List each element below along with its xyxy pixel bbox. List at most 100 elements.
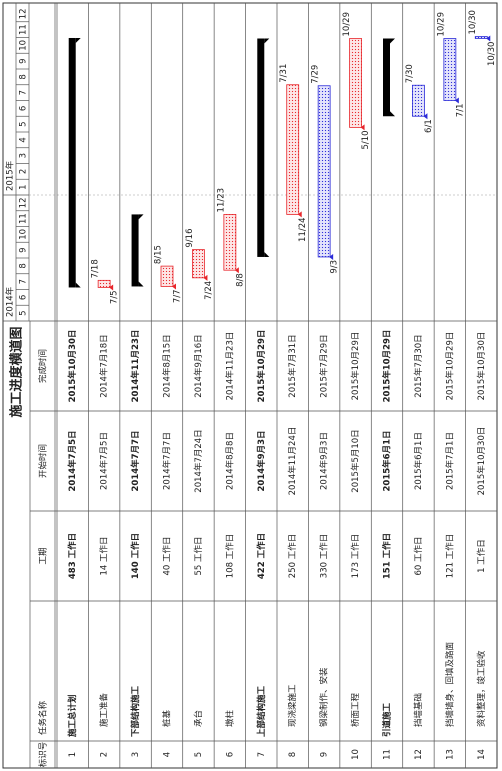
task-bar — [317, 85, 331, 258]
month-label: 1 — [19, 184, 29, 189]
duration: 250 工作日 — [287, 534, 298, 578]
start-date: 2014年11月24日 — [287, 427, 298, 496]
task-name: 资料整理，竣工验收 — [476, 650, 487, 727]
summary-end — [390, 111, 395, 117]
start-date: 2014年7月7日 — [130, 431, 141, 492]
year-label: 2014年 — [5, 286, 16, 317]
row-id: 4 — [163, 752, 173, 757]
finish-label: 11/23 — [216, 188, 226, 213]
year-label: 2015年 — [5, 160, 16, 191]
month-label: 9 — [19, 247, 29, 252]
month-label: 5 — [19, 121, 29, 126]
finish-label: 10/29 — [436, 12, 446, 37]
finish-label: 7/31 — [279, 64, 289, 83]
month-label: 3 — [19, 153, 29, 158]
task-name: 墩柱 — [224, 709, 235, 727]
summary-end — [264, 251, 270, 257]
task-bar — [443, 38, 457, 101]
finish-label: 9/16 — [185, 229, 195, 248]
task-name: 桩基 — [162, 709, 173, 727]
task-bar — [160, 265, 174, 287]
finish-date: 2015年7月31日 — [287, 334, 298, 397]
duration: 40 工作日 — [162, 536, 173, 575]
start-label: 7/24 — [204, 281, 214, 300]
start-marker — [109, 284, 114, 291]
summary-bar — [68, 37, 76, 288]
summary-end — [75, 282, 81, 288]
month-label: 8 — [19, 74, 29, 79]
finish-label: 7/18 — [91, 259, 101, 278]
month-label: 6 — [19, 106, 29, 111]
start-marker — [360, 124, 365, 131]
duration: 14 工作日 — [99, 536, 110, 575]
task-name: 挡墙墙身、回填及路面 — [444, 641, 455, 727]
row-id: 1 — [68, 752, 78, 757]
start-label: 7/1 — [455, 104, 465, 118]
start-marker — [203, 274, 208, 281]
row-id: 8 — [288, 752, 298, 757]
duration: 151 工作日 — [382, 533, 393, 579]
finish-date: 2015年10月29日 — [256, 330, 267, 403]
start-date: 2015年7月1日 — [444, 432, 455, 490]
start-date: 2014年7月24日 — [193, 429, 204, 492]
column-header: 完成时间 — [38, 349, 49, 383]
task-name: 挡墙基础 — [413, 693, 424, 727]
task-bar — [192, 249, 205, 279]
task-name: 承台 — [193, 710, 204, 727]
row-id: 14 — [477, 749, 487, 760]
summary-end — [138, 214, 144, 220]
start-label: 6/1 — [424, 119, 434, 133]
row-id: 9 — [320, 752, 330, 757]
duration: 121 工作日 — [444, 534, 455, 578]
start-date: 2015年10月30日 — [476, 427, 487, 496]
summary-bar — [383, 38, 390, 117]
month-label: 7 — [19, 90, 29, 95]
finish-date: 2015年10月29日 — [382, 330, 393, 403]
duration: 173 工作日 — [350, 534, 361, 578]
task-name: 上部结构施工 — [256, 685, 267, 737]
row-id: 2 — [100, 752, 110, 757]
finish-label: 7/30 — [405, 64, 415, 83]
month-label: 8 — [19, 263, 29, 268]
task-bar — [97, 279, 111, 288]
start-marker — [297, 211, 302, 218]
row-id: 11 — [383, 749, 393, 760]
task-name: 钢梁制作、安装 — [319, 667, 330, 727]
start-marker — [172, 283, 176, 290]
summary-bar — [131, 214, 139, 287]
finish-date: 2015年10月30日 — [476, 332, 487, 401]
duration: 55 工作日 — [193, 536, 204, 575]
row-id: 3 — [131, 752, 141, 757]
finish-label: 7/29 — [311, 65, 321, 84]
duration: 483 工作日 — [67, 533, 78, 579]
column-header: 标识号 — [38, 742, 49, 768]
summary-end — [264, 38, 270, 44]
task-bar — [223, 214, 237, 271]
task-bar — [474, 36, 488, 39]
month-label: 12 — [19, 8, 29, 19]
start-date: 2015年6月1日 — [382, 431, 393, 492]
start-label: 7/7 — [173, 289, 183, 303]
duration: 108 工作日 — [224, 534, 235, 578]
column-header: 任务名称 — [38, 700, 49, 735]
month-label: 7 — [19, 279, 29, 284]
start-date: 2014年7月5日 — [67, 431, 78, 492]
finish-date: 2015年10月29日 — [350, 332, 361, 401]
month-label: 6 — [19, 295, 29, 300]
start-date: 2014年7月7日 — [162, 432, 173, 490]
task-name: 下部结构施工 — [130, 685, 141, 737]
month-label: 11 — [19, 24, 29, 35]
summary-end — [138, 281, 144, 287]
start-date: 2014年8月8日 — [224, 432, 235, 490]
month-label: 5 — [19, 310, 29, 315]
finish-date: 2015年10月29日 — [444, 332, 455, 401]
task-name: 引道施工 — [382, 702, 393, 737]
start-marker — [486, 35, 491, 42]
month-label: 11 — [19, 213, 29, 224]
start-label: 7/5 — [110, 290, 120, 304]
start-date: 2014年9月3日 — [256, 431, 267, 492]
task-bar — [349, 38, 362, 128]
row-id: 13 — [445, 749, 455, 760]
summary-end — [390, 38, 395, 44]
start-label: 10/30 — [487, 42, 497, 67]
